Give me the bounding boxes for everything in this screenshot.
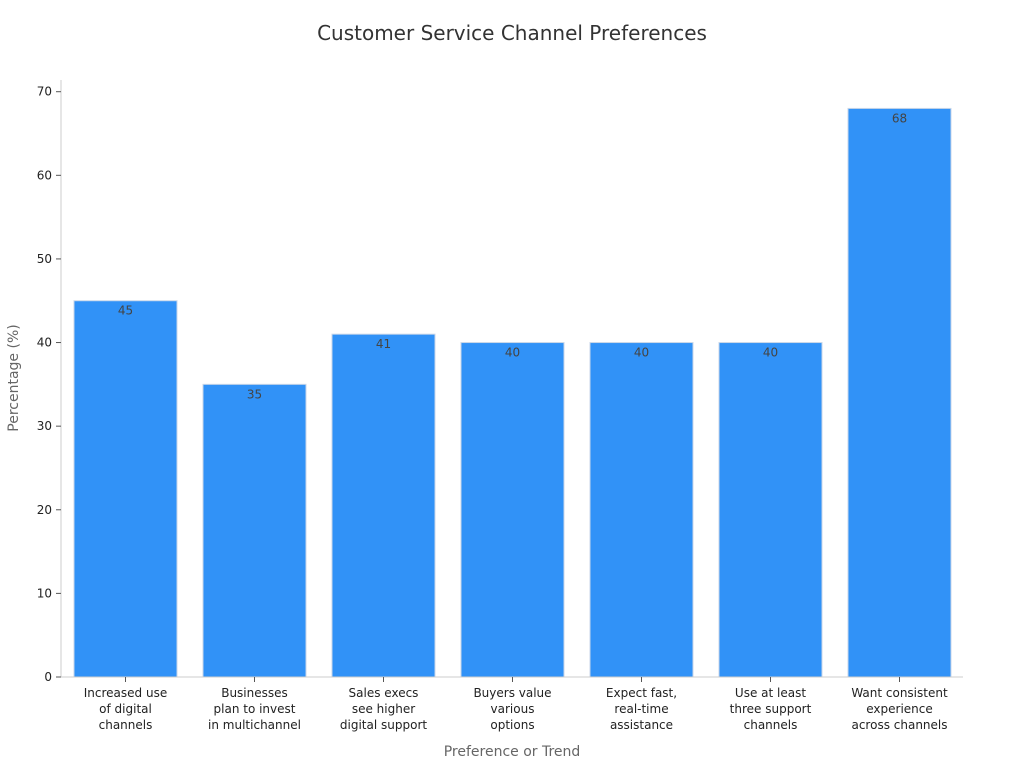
x-tick-label: Expect fast, real-time assistance (606, 686, 677, 732)
x-tick-label-line: Sales execs (349, 686, 419, 700)
bar-value-label: 40 (634, 346, 649, 360)
bar (73, 300, 178, 678)
y-axis-title: Percentage (%) (6, 324, 22, 431)
bar-value-label: 68 (892, 111, 907, 125)
y-tick-label: 50 (37, 252, 52, 266)
bar-value-label: 40 (763, 346, 778, 360)
x-tick-label: Use at least three support channels (730, 686, 812, 732)
y-tick-label: 20 (37, 503, 52, 517)
x-tick-label-line: across channels (851, 718, 947, 732)
bar-value-label: 35 (247, 387, 262, 401)
x-tick-label-line: three support (730, 702, 812, 716)
x-tick-label-line: Increased use (84, 686, 167, 700)
x-tick-label-line: Use at least (735, 686, 806, 700)
x-tick-label-line: in multichannel (208, 718, 301, 732)
x-tick-label: Sales execs see higher digital support (340, 686, 427, 732)
x-tick-label-line: options (490, 718, 534, 732)
x-tick-label-line: Buyers value (473, 686, 551, 700)
bars-layer (73, 107, 952, 678)
bar-value-label: 41 (376, 337, 391, 351)
bar (718, 342, 823, 678)
y-tick-label: 30 (37, 419, 52, 433)
bar (331, 333, 436, 678)
chart-title: Customer Service Channel Preferences (317, 21, 707, 45)
x-tick-label-line: experience (866, 702, 933, 716)
y-tick-label: 70 (37, 85, 52, 99)
x-tick-label-line: Businesses (221, 686, 288, 700)
x-tick-label: Buyers value various options (473, 686, 551, 732)
bar (589, 342, 694, 678)
x-tick-label-line: channels (744, 718, 798, 732)
x-tick-label-line: channels (99, 718, 153, 732)
x-tick-label: Want consistent experience across channels (851, 686, 948, 732)
x-tick-label-line: digital support (340, 718, 427, 732)
y-tick-label: 60 (37, 168, 52, 182)
y-tick-label: 0 (44, 670, 52, 684)
y-tick-label: 10 (37, 586, 52, 600)
x-tick-label-line: assistance (610, 718, 673, 732)
x-tick-label-line: Want consistent (851, 686, 948, 700)
bar (460, 342, 565, 678)
bar (202, 383, 307, 678)
bar (847, 107, 952, 678)
x-tick-label-line: of digital (99, 702, 152, 716)
x-tick-label-line: see higher (352, 702, 415, 716)
y-tick-label: 40 (37, 336, 52, 350)
x-tick-label-line: plan to invest (214, 702, 296, 716)
x-tick-label-line: real-time (614, 702, 668, 716)
x-tick-label-line: various (491, 702, 535, 716)
bar-value-label: 40 (505, 346, 520, 360)
axes-layer: 0 10 20 30 40 50 60 70 Increased use of digital ch… (37, 80, 963, 732)
x-tick-label-line: Expect fast, (606, 686, 677, 700)
bar-value-label: 45 (118, 304, 133, 318)
x-axis-title: Preference or Trend (444, 744, 581, 760)
x-tick-label: Businesses plan to invest in multichannel (208, 686, 301, 732)
x-tick-label: Increased use of digital channels (84, 686, 167, 732)
labels-layer: 45 35 41 40 40 40 68 (118, 111, 907, 401)
